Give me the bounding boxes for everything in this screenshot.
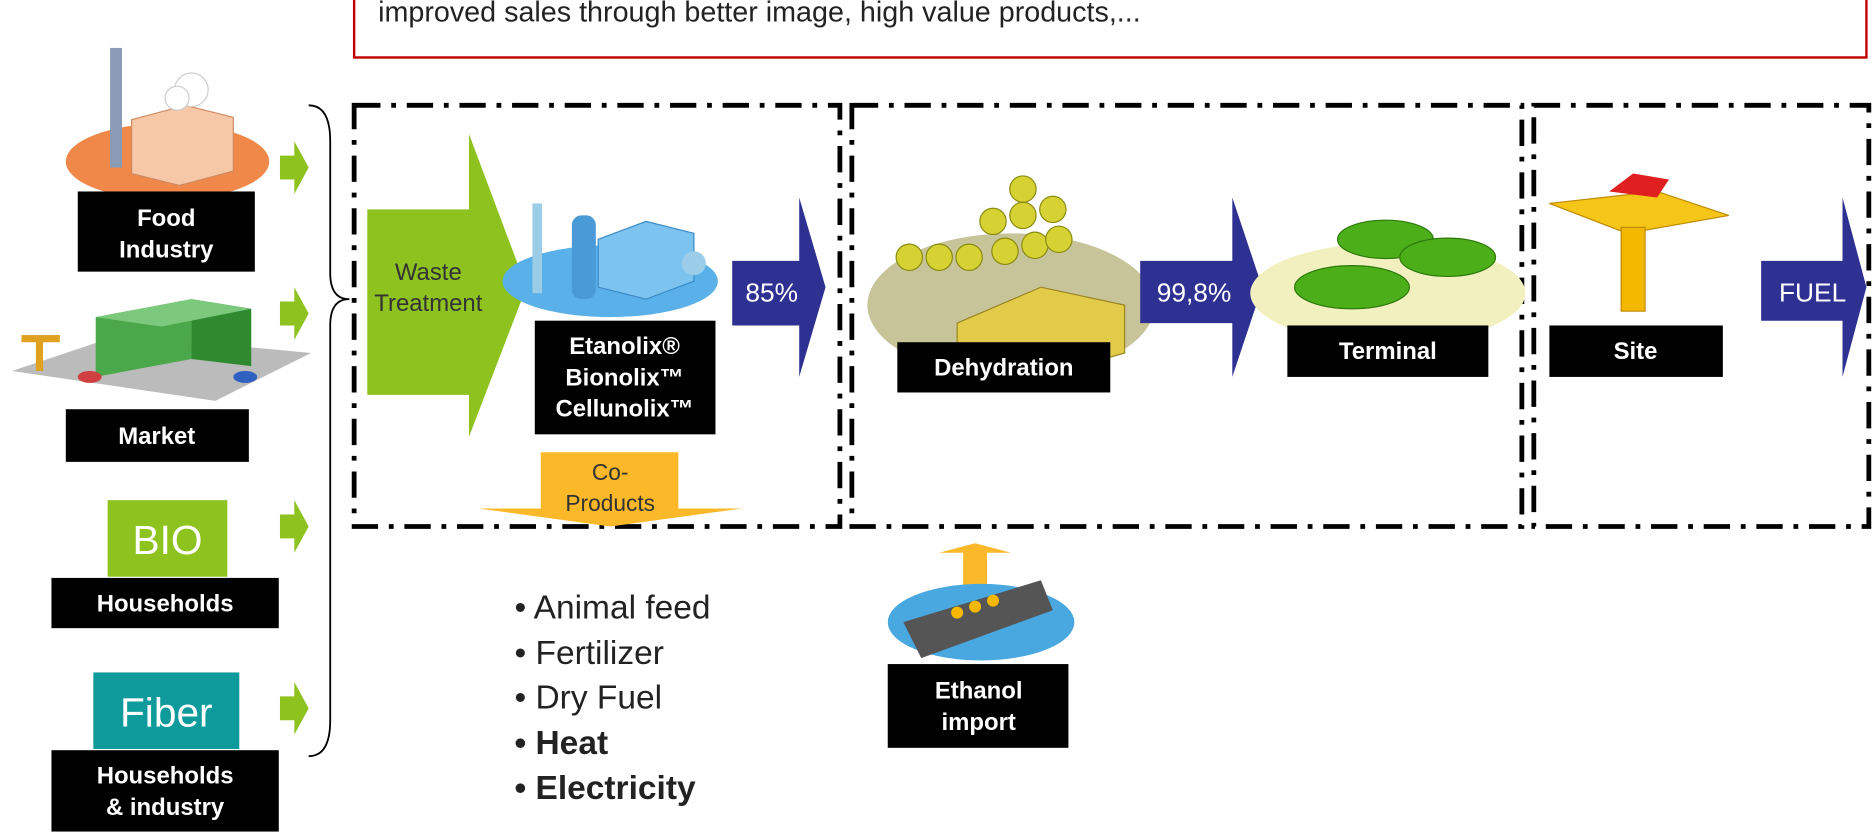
arrow-text: 85% [745, 278, 798, 308]
stage-box [351, 102, 843, 529]
header-text: improved sales through better image, hig… [378, 0, 1141, 29]
plant-label: Bionolix™ [565, 364, 683, 391]
brace [308, 104, 350, 758]
ship-icon [887, 580, 1075, 661]
waste-arrow [367, 134, 527, 437]
header-box [352, 0, 1868, 59]
stage-label: Site [1614, 338, 1658, 365]
source-label: Industry [119, 236, 214, 263]
badge-text: BIO [132, 517, 202, 563]
plant-label: Cellunolix™ [555, 395, 693, 422]
stage-box [849, 102, 1525, 529]
label-box [887, 664, 1069, 748]
flow-arrow [1761, 197, 1867, 377]
terminal-icon [1250, 219, 1526, 344]
small-arrows [279, 141, 309, 735]
label-box [1287, 325, 1489, 377]
flow-arrow [1140, 197, 1263, 377]
flow-arrow [732, 197, 826, 377]
market-icon [11, 299, 312, 401]
co-products-arrow [478, 452, 742, 527]
source-label: & industry [106, 794, 225, 821]
list-item: • Animal feed [514, 590, 710, 627]
list-item: • Fertilizer [514, 635, 663, 672]
plant-label: Etanolix® [569, 333, 680, 360]
bio-badge [107, 500, 228, 577]
arrow-text: Co- [592, 459, 629, 485]
label-box [534, 320, 716, 435]
source-label: Market [118, 423, 195, 450]
list-item: • Electricity [514, 770, 696, 807]
stage-box [1531, 102, 1872, 529]
arrow-text: Waste [395, 259, 462, 286]
source-label: Households [97, 763, 234, 790]
badge-text: Fiber [120, 689, 213, 735]
list-item: • Dry Fuel [514, 679, 662, 716]
import-label: Ethanol [935, 678, 1023, 705]
plant-icon [502, 203, 718, 318]
label-box [897, 342, 1111, 393]
list-item: • Heat [514, 725, 608, 762]
dehydration-icon [867, 175, 1155, 378]
food-icon [65, 47, 270, 200]
fiber-badge [93, 672, 240, 750]
arrow-text: 99,8% [1157, 278, 1232, 308]
source-label: Food [137, 205, 195, 232]
label-box [51, 750, 279, 832]
import-label: import [941, 709, 1015, 736]
site-icon [1549, 173, 1730, 312]
label-box [51, 577, 279, 629]
stage-label: Dehydration [934, 355, 1073, 382]
label-box [65, 409, 249, 462]
label-box [1549, 325, 1723, 377]
source-label: Households [97, 590, 234, 617]
label-box [77, 191, 255, 272]
arrow-text: Products [565, 490, 655, 516]
import-arrow [939, 543, 1011, 587]
co-product-list: • Animal feed • Fertilizer • Dry Fuel • … [514, 590, 710, 808]
arrow-text: Treatment [374, 290, 482, 317]
arrow-text: FUEL [1779, 278, 1846, 308]
stage-label: Terminal [1339, 338, 1437, 365]
